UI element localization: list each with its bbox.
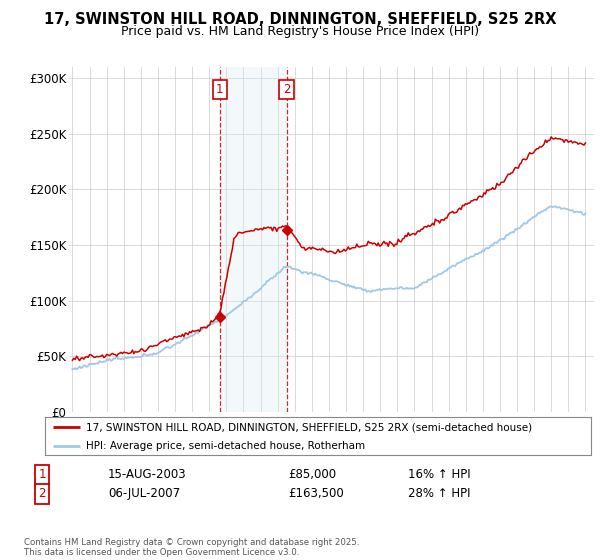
Text: 1: 1 xyxy=(38,468,46,482)
Text: £85,000: £85,000 xyxy=(288,468,336,482)
Text: 16% ↑ HPI: 16% ↑ HPI xyxy=(408,468,470,482)
Text: Contains HM Land Registry data © Crown copyright and database right 2025.
This d: Contains HM Land Registry data © Crown c… xyxy=(24,538,359,557)
Text: Price paid vs. HM Land Registry's House Price Index (HPI): Price paid vs. HM Land Registry's House … xyxy=(121,25,479,38)
Text: 17, SWINSTON HILL ROAD, DINNINGTON, SHEFFIELD, S25 2RX: 17, SWINSTON HILL ROAD, DINNINGTON, SHEF… xyxy=(44,12,556,27)
Text: 2: 2 xyxy=(38,487,46,501)
Text: 15-AUG-2003: 15-AUG-2003 xyxy=(108,468,187,482)
Text: 28% ↑ HPI: 28% ↑ HPI xyxy=(408,487,470,501)
Bar xyxy=(220,67,287,412)
Text: HPI: Average price, semi-detached house, Rotherham: HPI: Average price, semi-detached house,… xyxy=(86,441,365,451)
Text: 1: 1 xyxy=(216,83,224,96)
Text: 06-JUL-2007: 06-JUL-2007 xyxy=(108,487,180,501)
Text: 17, SWINSTON HILL ROAD, DINNINGTON, SHEFFIELD, S25 2RX (semi-detached house): 17, SWINSTON HILL ROAD, DINNINGTON, SHEF… xyxy=(86,422,532,432)
Text: £163,500: £163,500 xyxy=(288,487,344,501)
Text: 2: 2 xyxy=(283,83,290,96)
